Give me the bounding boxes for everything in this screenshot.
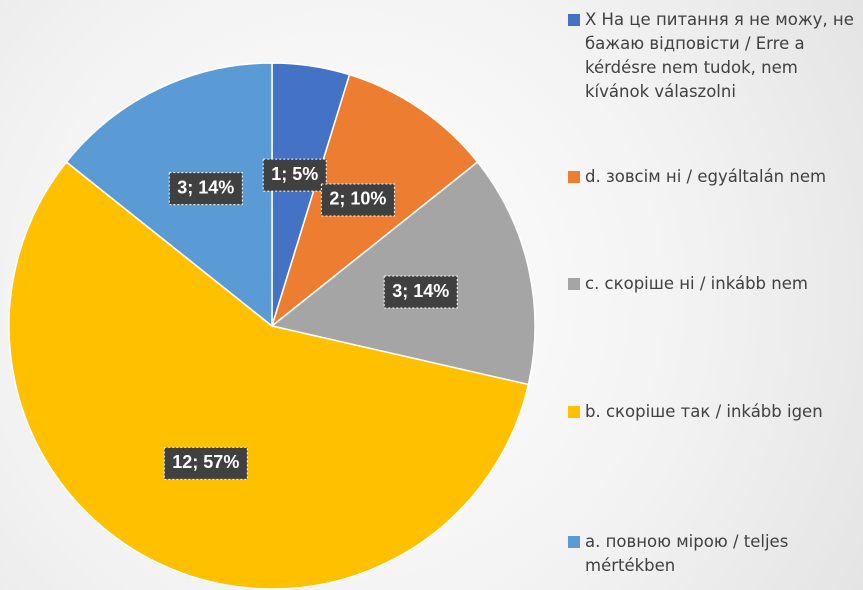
data-label-text: 12; 57% (172, 452, 239, 472)
legend-entry: a. повною мірою / teljes mértékben (568, 530, 858, 578)
legend-swatch (568, 406, 580, 418)
legend-text: X На це питання я не можу, не бажаю відп… (585, 10, 854, 101)
legend-entry: c. скоріше ні / inkább nem (568, 272, 858, 296)
data-label-box (168, 172, 243, 206)
data-label-box (163, 446, 248, 480)
pie-slice (270, 160, 536, 386)
legend-text: b. скоріше так / inkább igen (585, 402, 823, 421)
legend-entry: X На це питання я не можу, не бажаю відп… (568, 8, 858, 104)
data-label: 2; 10% (320, 183, 395, 217)
pie-slice (8, 160, 530, 590)
data-label-text: 2; 10% (329, 189, 386, 209)
legend-swatch (568, 171, 580, 183)
legend-swatch (568, 14, 580, 26)
legend-text: a. повною мірою / teljes mértékben (585, 532, 789, 575)
data-label-box (383, 275, 458, 309)
legend-swatch (568, 536, 580, 548)
data-label: 3; 14% (168, 172, 243, 206)
legend-entry: d. зовсім ні / egyáltalán nem (568, 165, 858, 189)
legend-text: c. скоріше ні / inkább nem (585, 274, 808, 293)
data-label: 3; 14% (383, 275, 458, 309)
data-label: 12; 57% (163, 446, 248, 480)
legend-swatch (568, 278, 580, 290)
legend-text: d. зовсім ні / egyáltalán nem (585, 167, 827, 186)
data-label-text: 1; 5% (271, 164, 318, 184)
data-label-text: 3; 14% (392, 281, 449, 301)
data-label-box (320, 183, 395, 217)
data-label: 1; 5% (262, 158, 327, 192)
data-label-box (262, 158, 327, 192)
data-label-text: 3; 14% (177, 177, 234, 197)
legend-entry: b. скоріше так / inkább igen (568, 400, 858, 424)
